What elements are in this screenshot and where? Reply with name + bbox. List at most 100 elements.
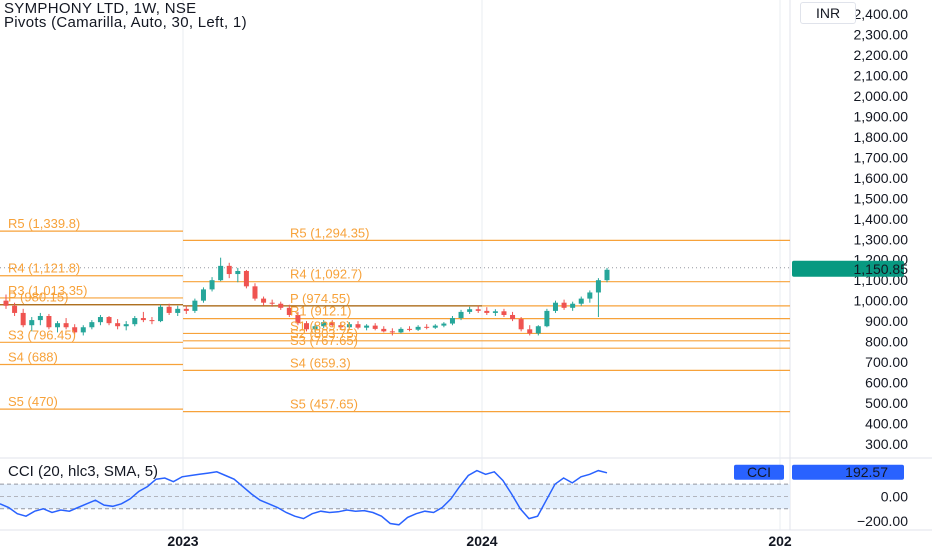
pivot-label-r5: R5 (1,294.35) [290, 225, 370, 240]
candle [561, 299, 567, 310]
candle-body [3, 300, 9, 306]
cci-tick-label: −200.00 [857, 513, 908, 529]
candle-body [29, 320, 35, 326]
pivot-label-r5: R5 (1,339.8) [8, 216, 80, 231]
candle-body [243, 270, 249, 287]
pivot-levels [0, 230, 790, 413]
candle [158, 304, 164, 323]
candle [20, 308, 26, 328]
price-tick-label: 2,400.00 [854, 6, 909, 22]
candle [29, 317, 35, 332]
candle [132, 316, 138, 327]
candle-body [587, 292, 593, 299]
candle-body [140, 318, 146, 321]
price-tick-label: 300.00 [865, 436, 908, 452]
candle [235, 267, 241, 283]
pivots-indicator-title[interactable]: Pivots (Camarilla, Auto, 30, Left, 1) [4, 14, 247, 31]
candle-body [149, 320, 155, 322]
candle [535, 325, 541, 336]
candle [604, 267, 610, 283]
candle [115, 319, 121, 330]
candle [346, 322, 352, 329]
candle [218, 257, 224, 282]
candles [3, 257, 610, 336]
price-tick-label: 1,900.00 [854, 108, 909, 124]
candle-body [398, 328, 404, 333]
price-tick-label: 2,300.00 [854, 27, 909, 43]
candle-body [158, 306, 164, 322]
candle [321, 320, 327, 329]
candle-body [475, 309, 481, 311]
candle [398, 327, 404, 334]
candle-body [484, 310, 490, 313]
candle-body [200, 289, 206, 301]
candle-body [407, 328, 413, 330]
pivot-label-r3: R3 (1,013.35) [8, 283, 88, 298]
pivot-label-p: P (974.55) [290, 291, 350, 306]
candle-body [252, 286, 258, 299]
candle [252, 283, 258, 301]
cci-name-tag [734, 464, 784, 480]
candle [140, 311, 146, 323]
candle-body [338, 325, 344, 328]
candle [3, 294, 9, 309]
candle-body [55, 323, 61, 328]
candle [329, 320, 335, 328]
price-tick-label: 1,800.00 [854, 129, 909, 145]
candle [243, 269, 249, 289]
candle [278, 301, 284, 310]
candle-body [63, 323, 69, 328]
candle-body [97, 317, 103, 323]
candle [37, 312, 43, 326]
price-tick-label: 1,000.00 [854, 293, 909, 309]
price-tick-label: 1,700.00 [854, 149, 909, 165]
symbol-title[interactable]: SYMPHONY LTD, 1W, NSE [4, 0, 197, 17]
price-tick-label: 600.00 [865, 375, 908, 391]
candle [458, 309, 464, 321]
currency-button[interactable]: INR [800, 2, 856, 24]
cci-indicator-title[interactable]: CCI (20, hlc3, SMA, 5) [8, 463, 159, 480]
candle-body [595, 280, 601, 293]
candle-body [561, 302, 567, 308]
last-price-tag [792, 260, 904, 277]
candle-body [132, 318, 138, 325]
candle [209, 277, 215, 292]
candle [441, 322, 447, 328]
candle-body [123, 324, 129, 327]
candle-body [329, 322, 335, 326]
candle [355, 321, 361, 330]
time-axis: 2023 2024 202 [167, 533, 791, 549]
candle [510, 311, 516, 322]
candle [72, 324, 78, 335]
candle [492, 309, 498, 316]
price-tick-label: 2,100.00 [854, 68, 909, 84]
price-tick-label: 1,300.00 [854, 231, 909, 247]
pivot-labels: R5 (1,339.8)R4 (1,121.8)R3 (1,013.35)P (… [8, 216, 370, 412]
candle-body [166, 306, 172, 313]
candle-body [235, 270, 241, 275]
candle-body [364, 325, 370, 328]
candle [123, 321, 129, 331]
pivot-label-s3: S3 (767.65) [290, 333, 358, 348]
price-tick-label: 2,000.00 [854, 88, 909, 104]
candle-body [604, 269, 610, 281]
candle-body [355, 324, 361, 328]
candle [372, 323, 378, 331]
candle-body [286, 307, 292, 315]
candle [467, 306, 473, 314]
candle [312, 324, 318, 333]
candle [501, 308, 507, 318]
candle-body [218, 265, 224, 281]
candle-body [12, 305, 18, 313]
candle-body [261, 298, 267, 303]
candle-body [544, 310, 550, 327]
price-tick-label: 1,400.00 [854, 211, 909, 227]
price-tick-label: 700.00 [865, 354, 908, 370]
candle-body [80, 327, 86, 333]
candle [46, 313, 52, 330]
cci-value-tag [792, 464, 904, 480]
pivot-label-s5: S5 (470) [8, 394, 58, 409]
candle [484, 307, 490, 315]
candle [304, 321, 309, 332]
